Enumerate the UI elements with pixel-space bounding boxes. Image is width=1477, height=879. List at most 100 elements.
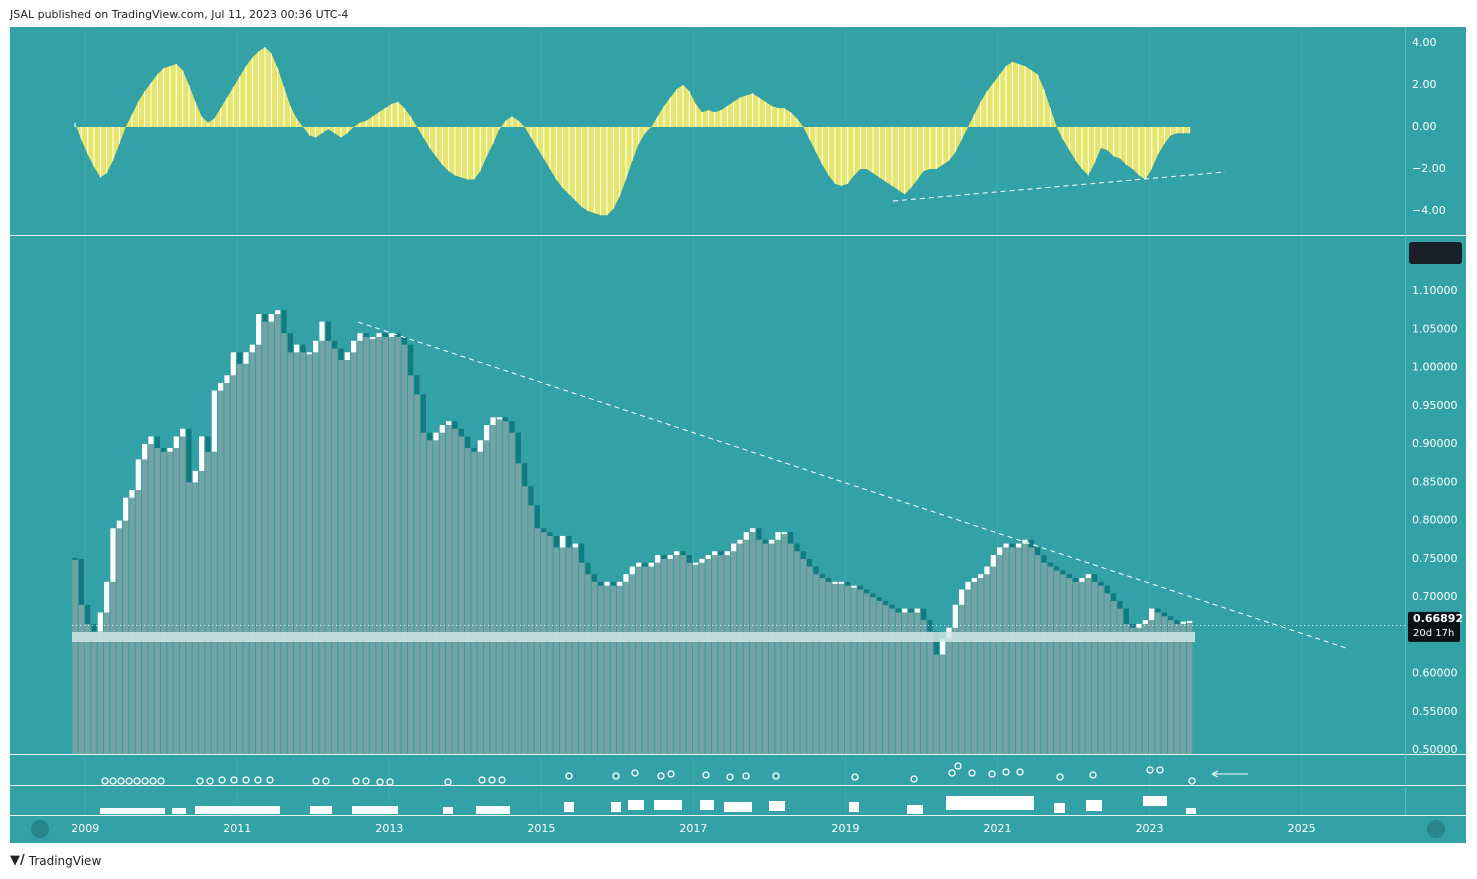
close-column <box>1041 562 1047 754</box>
close-column <box>218 382 224 754</box>
candle <box>819 574 825 579</box>
candle <box>978 574 984 579</box>
signal <box>141 777 149 785</box>
close-column <box>332 348 338 754</box>
signal <box>125 777 133 785</box>
signal <box>149 777 157 785</box>
oscillator-pane: 4.00 2.00 0.00 −2.00 −4.00 <box>74 36 1446 217</box>
candle <box>192 470 198 483</box>
close-column <box>648 562 654 754</box>
signal <box>1056 773 1064 781</box>
close-column <box>515 463 521 754</box>
close-column <box>845 585 851 754</box>
close-column <box>921 620 927 754</box>
candle <box>154 436 160 448</box>
signal <box>195 806 280 814</box>
candle <box>313 340 319 353</box>
candle <box>1016 543 1022 548</box>
candle <box>465 436 471 448</box>
close-column <box>268 314 274 754</box>
close-column <box>851 585 857 754</box>
candle <box>401 336 407 345</box>
candle <box>661 555 667 559</box>
signal <box>254 776 262 784</box>
signal <box>443 807 453 814</box>
signal <box>988 770 996 778</box>
close-column <box>598 585 604 754</box>
candle <box>262 314 268 322</box>
close-column <box>680 555 686 754</box>
candle <box>477 440 483 452</box>
close-column <box>642 566 648 754</box>
close-column <box>800 558 806 754</box>
close-column <box>946 627 952 754</box>
close-column <box>363 336 369 754</box>
x-tick-label: 2011 <box>223 822 251 835</box>
y-tick-label: 0.90000 <box>1412 437 1458 450</box>
candle <box>484 424 490 441</box>
close-column <box>984 566 990 754</box>
close-column <box>338 359 344 754</box>
signal-crosses <box>100 796 1196 814</box>
close-column <box>769 539 775 754</box>
candle <box>420 394 426 433</box>
candle <box>1123 608 1129 624</box>
close-column <box>838 581 844 754</box>
signal <box>851 773 859 781</box>
candle <box>287 333 293 353</box>
signal <box>196 777 204 785</box>
candle <box>471 447 477 452</box>
symbol-badge <box>1409 242 1462 264</box>
candle <box>116 520 122 529</box>
candle <box>515 432 521 464</box>
candle <box>876 597 882 601</box>
auto-scale-button[interactable] <box>1427 820 1445 838</box>
candle <box>1041 555 1047 563</box>
close-column <box>484 424 490 754</box>
close-column <box>933 654 939 754</box>
signal <box>769 801 785 811</box>
close-column <box>889 608 895 754</box>
price-pane: 1.10000 1.05000 1.00000 0.95000 0.90000 0.850… <box>72 284 1463 756</box>
candle <box>199 436 205 471</box>
candle <box>522 463 528 487</box>
close-column <box>528 505 534 754</box>
candle <box>237 352 243 364</box>
logo-button[interactable] <box>31 820 49 838</box>
candle <box>693 562 699 565</box>
close-column <box>1155 612 1161 754</box>
y-tick-label: 0.00 <box>1412 120 1437 133</box>
candle <box>1111 593 1117 601</box>
candle <box>148 436 154 445</box>
candle <box>560 535 566 548</box>
candle <box>655 555 661 563</box>
close-column <box>287 352 293 754</box>
candle <box>1085 574 1091 579</box>
candle <box>1142 620 1148 624</box>
signal <box>612 772 620 780</box>
close-column <box>256 314 262 754</box>
close-column <box>705 555 711 754</box>
close-column <box>275 310 281 754</box>
signal <box>498 776 506 784</box>
candle <box>686 555 692 563</box>
close-column <box>895 612 901 754</box>
candle <box>680 551 686 556</box>
close-column <box>743 532 749 754</box>
candle <box>332 340 338 349</box>
candle <box>541 528 547 533</box>
close-column <box>325 340 331 754</box>
close-column <box>243 352 249 754</box>
publish-info: JSAL published on TradingView.com, Jul 1… <box>10 8 349 21</box>
candle <box>889 604 895 609</box>
close-column <box>1035 555 1041 754</box>
candle <box>629 566 635 575</box>
close-column <box>927 631 933 754</box>
candle <box>110 528 116 582</box>
candle <box>211 390 217 452</box>
close-column <box>1073 581 1079 754</box>
close-column <box>319 321 325 754</box>
x-tick-label: 2017 <box>679 822 707 835</box>
candle <box>826 578 832 582</box>
